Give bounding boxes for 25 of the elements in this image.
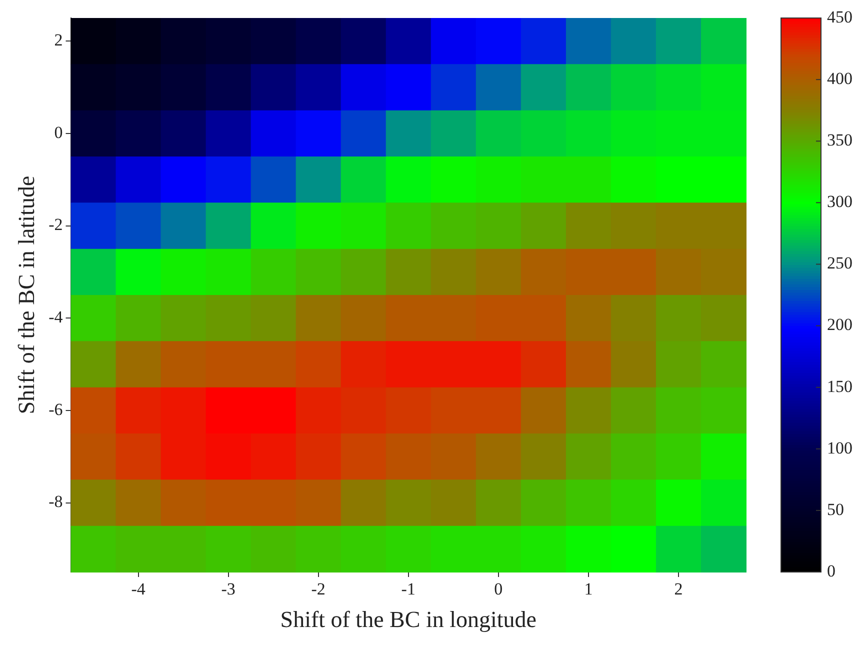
x-tick-label: -4 [131, 580, 146, 599]
x-axis-title: Shift of the BC in longitude [280, 607, 536, 632]
x-tick-label: 0 [494, 580, 503, 599]
color-bar-label: 300 [827, 192, 852, 212]
y-tick-label: -8 [48, 492, 63, 512]
x-tick-label: 2 [674, 580, 683, 599]
y-tick-label: -6 [48, 400, 63, 419]
y-tick-label: 2 [54, 30, 63, 50]
x-tick-label: -2 [311, 580, 326, 599]
color-bar-label: 200 [827, 315, 852, 334]
y-tick-label: -4 [48, 308, 64, 327]
color-bar-label: 250 [827, 254, 852, 273]
y-tick-label: 0 [54, 122, 63, 142]
color-bar-label: 150 [827, 376, 852, 396]
y-axis-title: Shift of the BC in latitude [14, 176, 39, 414]
y-tick-label: -2 [48, 215, 63, 234]
x-tick-label: -3 [221, 580, 236, 599]
color-bar-label: 100 [827, 438, 852, 458]
color-bar-label: 350 [827, 130, 852, 150]
color-bar-label: 450 [827, 7, 852, 26]
x-tick-label: -1 [401, 580, 416, 599]
color-bar-label: 0 [827, 561, 836, 580]
color-bar-label: 50 [827, 500, 844, 519]
color-bar-label: 400 [827, 69, 852, 88]
x-tick-label: 1 [584, 580, 593, 599]
